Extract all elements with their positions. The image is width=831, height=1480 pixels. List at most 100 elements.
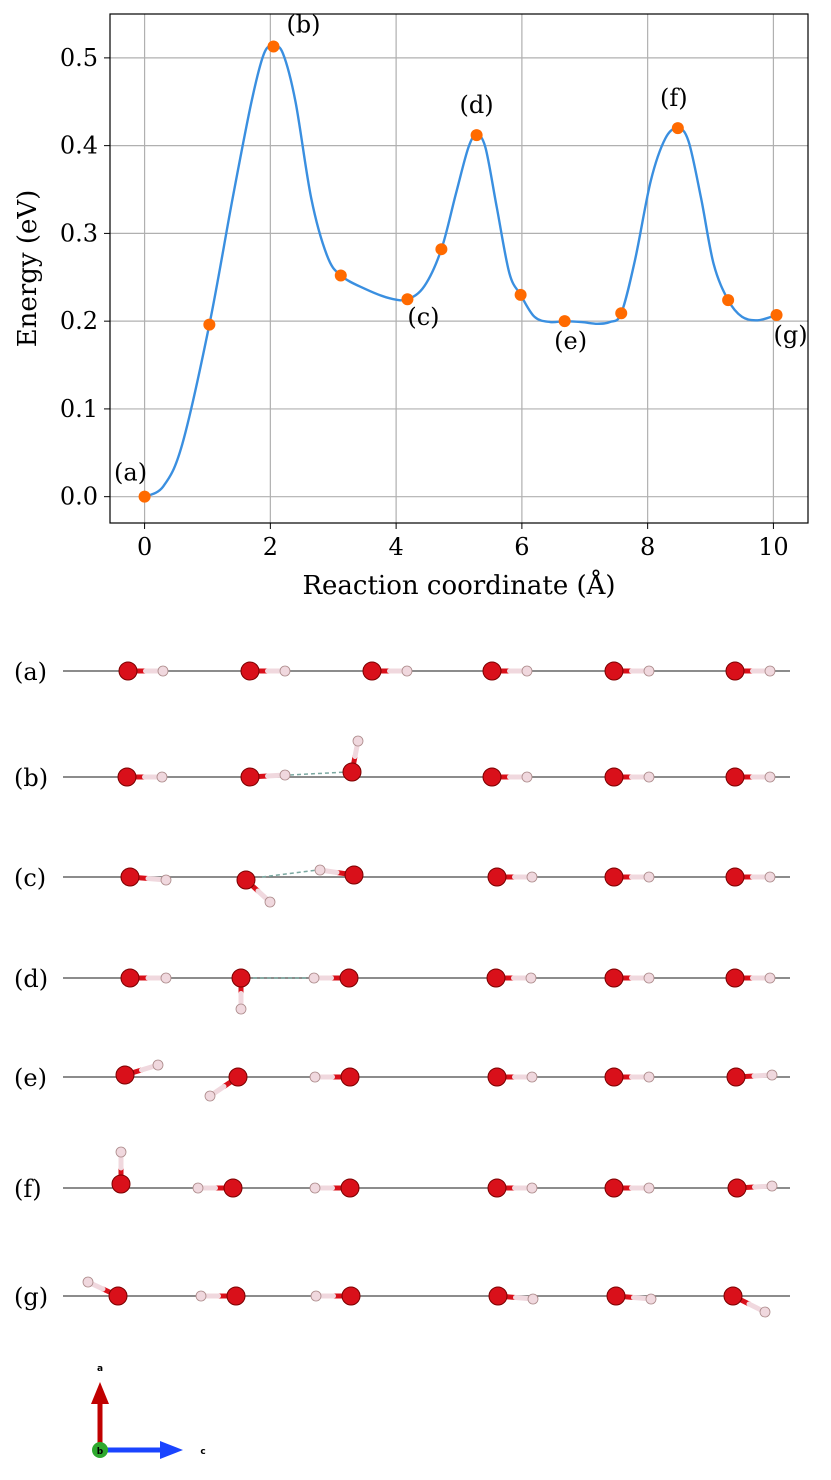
data-point — [470, 129, 483, 142]
oxygen-atom — [120, 968, 140, 988]
hydrogen-atom — [401, 665, 413, 677]
oxygen-atom — [340, 1067, 360, 1087]
structure-row: (g) — [14, 1276, 790, 1318]
hydrogen-bond — [261, 869, 319, 878]
hydrogen-atom — [314, 864, 326, 876]
oxygen-atom — [727, 1178, 747, 1198]
oxygen-atom — [723, 1286, 743, 1306]
hydrogen-atom — [525, 972, 537, 984]
row-label: (b) — [14, 764, 48, 792]
oxygen-atom — [117, 767, 137, 787]
hydrogen-atom — [643, 1071, 655, 1083]
hydrogen-atom — [82, 1276, 94, 1288]
hydrogen-atom — [160, 874, 172, 886]
hydrogen-atom — [527, 1293, 539, 1305]
oxygen-atom — [726, 1067, 746, 1087]
data-point — [138, 490, 151, 503]
axis-ticks: 0 2 4 6 8 10 0.0 0.1 0.2 0.3 0.4 0.5 — [60, 44, 789, 561]
hydrogen-atom — [264, 896, 276, 908]
oxygen-atom — [482, 767, 502, 787]
oxygen-atom — [342, 762, 362, 782]
oxygen-atom — [604, 767, 624, 787]
row-label: (d) — [14, 965, 48, 993]
plot-frame — [109, 13, 809, 524]
hydrogen-atom — [156, 771, 168, 783]
point-annotation: (b) — [286, 10, 320, 38]
hydrogen-atom — [764, 665, 776, 677]
hydrogen-atom — [157, 665, 169, 677]
hydrogen-atom — [310, 1290, 322, 1302]
data-point — [722, 294, 735, 307]
row-label: (c) — [14, 864, 46, 892]
hydrogen-atom — [759, 1306, 771, 1318]
c-axis-label: c — [200, 1447, 205, 1457]
oxygen-atom — [340, 1178, 360, 1198]
hydrogen-atom — [279, 769, 291, 781]
oxygen-atom — [604, 968, 624, 988]
oxygen-atom — [604, 1178, 624, 1198]
data-point — [770, 309, 783, 322]
data-point — [514, 288, 527, 301]
hydrogen-atom — [115, 1146, 127, 1158]
structure-row: (f) — [14, 1146, 790, 1203]
crystal-axes-indicator: a b c — [91, 1364, 206, 1459]
structure-row: (c) — [14, 864, 790, 908]
hydrogen-atom — [526, 1071, 538, 1083]
x-axis-label: Reaction coordinate (Å) — [302, 569, 615, 601]
y-tick-label: 0.4 — [60, 132, 98, 160]
hydrogen-atom — [309, 1182, 321, 1194]
data-point — [671, 122, 684, 135]
hydrogen-atom — [526, 871, 538, 883]
c-axis-arrow-head — [160, 1441, 183, 1459]
point-annotation: (c) — [407, 303, 439, 331]
structure-row: (b) — [14, 735, 790, 792]
oxygen-atom — [487, 1178, 507, 1198]
oxygen-atom — [604, 1067, 624, 1087]
y-tick-label: 0.1 — [60, 395, 98, 423]
oxygen-atom — [486, 968, 506, 988]
oxygen-atom — [108, 1286, 128, 1306]
hydrogen-atom — [764, 771, 776, 783]
y-tick-label: 0.0 — [60, 483, 98, 511]
hydrogen-atom — [526, 1182, 538, 1194]
x-tick-label: 2 — [263, 533, 278, 561]
hydrogen-atom — [195, 1290, 207, 1302]
oxygen-atom — [223, 1178, 243, 1198]
data-point — [558, 315, 571, 328]
hydrogen-atom — [643, 871, 655, 883]
oxygen-atom — [111, 1174, 131, 1194]
oxygen-atom — [118, 661, 138, 681]
data-point — [401, 293, 414, 306]
oxygen-atom — [725, 661, 745, 681]
row-label: (e) — [14, 1064, 47, 1092]
oxygen-atom — [725, 968, 745, 988]
chart-grid — [110, 14, 808, 523]
hydrogen-atom — [521, 665, 533, 677]
hydrogen-atom — [643, 771, 655, 783]
energy-points — [138, 40, 783, 503]
row-label: (f) — [14, 1175, 42, 1203]
hydrogen-atom — [279, 665, 291, 677]
oxygen-atom — [240, 661, 260, 681]
hydrogen-atom — [521, 771, 533, 783]
oxygen-atom — [725, 767, 745, 787]
x-tick-label: 0 — [137, 533, 152, 561]
oxygen-atom — [120, 867, 140, 887]
x-tick-label: 6 — [514, 533, 529, 561]
oxygen-atom — [240, 767, 260, 787]
hydrogen-atom — [160, 972, 172, 984]
hydrogen-atom — [643, 972, 655, 984]
data-point — [615, 307, 628, 320]
data-point — [435, 243, 448, 256]
hydrogen-atom — [643, 1182, 655, 1194]
point-annotation: (d) — [460, 91, 494, 119]
hydrogen-atom — [643, 665, 655, 677]
oxygen-atom — [606, 1286, 626, 1306]
y-axis-label: Energy (eV) — [13, 190, 43, 348]
b-axis-label: b — [97, 1447, 104, 1457]
hydrogen-atom — [766, 1180, 778, 1192]
oxygen-atom — [228, 1067, 248, 1087]
data-point — [267, 40, 280, 53]
oxygen-atom — [482, 661, 502, 681]
